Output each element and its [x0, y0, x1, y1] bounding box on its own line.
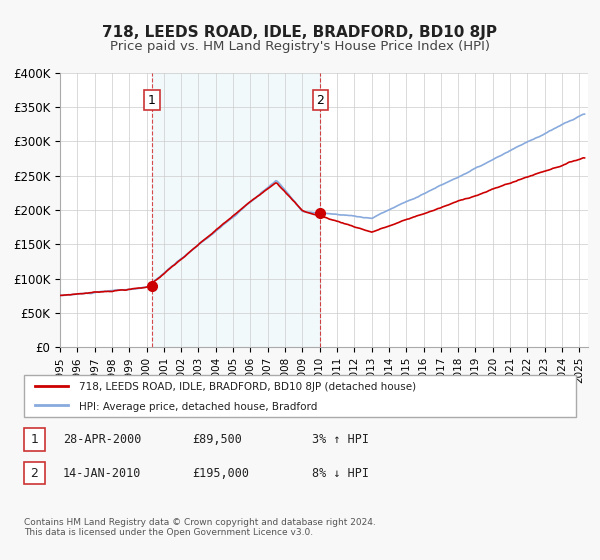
- Text: 14-JAN-2010: 14-JAN-2010: [63, 466, 142, 480]
- Text: 718, LEEDS ROAD, IDLE, BRADFORD, BD10 8JP: 718, LEEDS ROAD, IDLE, BRADFORD, BD10 8J…: [103, 25, 497, 40]
- Text: 2: 2: [316, 94, 325, 107]
- Bar: [152, 73, 320, 347]
- FancyBboxPatch shape: [24, 375, 576, 417]
- Text: 8% ↓ HPI: 8% ↓ HPI: [312, 466, 369, 480]
- Text: 718, LEEDS ROAD, IDLE, BRADFORD, BD10 8JP (detached house): 718, LEEDS ROAD, IDLE, BRADFORD, BD10 8J…: [79, 382, 416, 392]
- Text: 3% ↑ HPI: 3% ↑ HPI: [312, 433, 369, 446]
- Text: Contains HM Land Registry data © Crown copyright and database right 2024.
This d: Contains HM Land Registry data © Crown c…: [24, 518, 376, 538]
- Text: 2: 2: [31, 466, 38, 480]
- Text: 1: 1: [148, 94, 156, 107]
- Text: £89,500: £89,500: [192, 433, 242, 446]
- Text: 1: 1: [31, 433, 38, 446]
- Text: Price paid vs. HM Land Registry's House Price Index (HPI): Price paid vs. HM Land Registry's House …: [110, 40, 490, 53]
- Text: HPI: Average price, detached house, Bradford: HPI: Average price, detached house, Brad…: [79, 402, 317, 412]
- Text: £195,000: £195,000: [192, 466, 249, 480]
- Text: 28-APR-2000: 28-APR-2000: [63, 433, 142, 446]
